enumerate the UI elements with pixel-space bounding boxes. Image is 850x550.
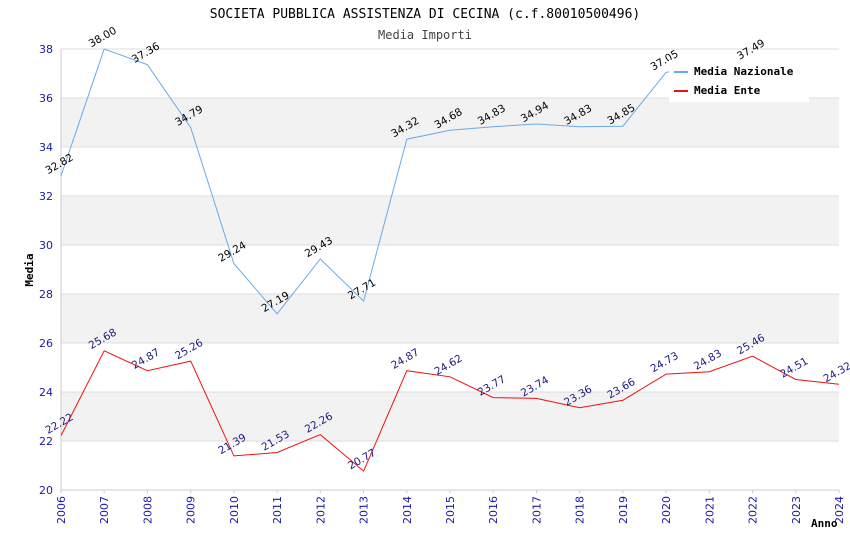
y-tick-labels: 20 22 24 26 28 30 32 34 36 38 <box>39 43 53 497</box>
x-tick-label: 2010 <box>228 496 241 524</box>
x-tick-label: 2009 <box>185 496 198 524</box>
series-line-ente <box>60 350 840 472</box>
y-tick-label: 20 <box>39 484 53 497</box>
grid-lines <box>61 48 839 491</box>
x-tick-label: 2015 <box>444 496 457 524</box>
y-tick-label: 24 <box>39 386 53 399</box>
x-tick-label: 2014 <box>401 496 414 524</box>
x-tick-label: 2022 <box>747 496 760 524</box>
legend: Media Nazionale Media Ente <box>669 60 809 102</box>
x-tick-label: 2018 <box>574 496 587 524</box>
y-tick-label: 26 <box>39 337 53 350</box>
y-tick-label: 32 <box>39 190 53 203</box>
data-label-ente: 24.83 <box>692 347 724 372</box>
x-tick-label: 2006 <box>55 496 68 524</box>
x-tick-label: 2023 <box>790 496 803 524</box>
grid-band <box>61 392 839 441</box>
data-label-ente: 20.77 <box>346 447 378 472</box>
data-label-nazionale: 37.49 <box>735 37 767 62</box>
data-label-ente: 24.73 <box>649 350 681 375</box>
series-line-nazionale <box>60 48 753 315</box>
chart-subtitle: Media Importi <box>378 28 472 42</box>
data-label-ente: 24.87 <box>389 346 421 371</box>
data-label-ente: 24.62 <box>432 353 464 378</box>
x-tick-label: 2007 <box>98 496 111 524</box>
x-tick-label: 2016 <box>487 496 500 524</box>
x-tick-labels: 2006 2007 2008 2009 2010 2011 2012 2013 2014 2015… <box>55 496 846 524</box>
x-tick-label: 2020 <box>660 496 673 524</box>
x-tick-label: 2012 <box>314 496 327 524</box>
x-tick-label: 2013 <box>358 496 371 524</box>
data-label-nazionale: 32.82 <box>43 152 75 177</box>
x-axis-label: Anno <box>811 517 838 530</box>
y-axis-label: Media <box>23 253 36 286</box>
data-label-nazionale: 38.00 <box>87 25 119 50</box>
grid-band <box>61 98 839 147</box>
data-label-ente: 24.87 <box>130 346 162 371</box>
data-label-ente: 24.51 <box>778 355 810 380</box>
x-tick-label: 2019 <box>617 496 630 524</box>
y-tick-label: 34 <box>39 141 53 154</box>
grid-band <box>61 196 839 245</box>
chart-title: SOCIETA PUBBLICA ASSISTENZA DI CECINA (c… <box>210 7 640 22</box>
series-lines <box>60 48 840 472</box>
y-tick-label: 28 <box>39 288 53 301</box>
x-tick-label: 2011 <box>271 496 284 524</box>
data-label-ente: 24.32 <box>821 360 850 385</box>
grid-bands <box>61 98 839 441</box>
x-tick-label: 2024 <box>833 496 846 524</box>
y-tick-label: 38 <box>39 43 53 56</box>
x-tick-label: 2017 <box>530 496 543 524</box>
x-tick-label: 2008 <box>141 496 154 524</box>
y-tick-label: 22 <box>39 435 53 448</box>
grid-band <box>61 294 839 343</box>
y-tick-label: 36 <box>39 92 53 105</box>
data-label-nazionale: 37.36 <box>130 40 162 66</box>
x-tick-label: 2021 <box>703 496 716 524</box>
y-tick-label: 30 <box>39 239 53 252</box>
legend-box <box>669 60 809 102</box>
axes <box>60 49 840 493</box>
legend-label-nazionale: Media Nazionale <box>694 65 794 78</box>
legend-label-ente: Media Ente <box>694 84 761 97</box>
